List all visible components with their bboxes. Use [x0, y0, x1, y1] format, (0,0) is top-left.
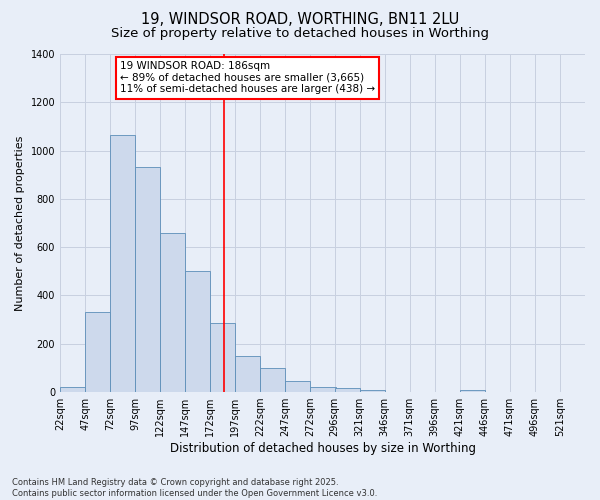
Bar: [185, 272, 211, 392]
Bar: [110, 135, 135, 392]
Bar: [310, 388, 335, 392]
Bar: [135, 168, 160, 392]
Bar: [359, 390, 385, 392]
Bar: [335, 388, 359, 392]
Bar: [85, 312, 110, 392]
Text: 19, WINDSOR ROAD, WORTHING, BN11 2LU: 19, WINDSOR ROAD, WORTHING, BN11 2LU: [141, 12, 459, 28]
Bar: [235, 356, 260, 392]
Text: Size of property relative to detached houses in Worthing: Size of property relative to detached ho…: [111, 28, 489, 40]
Text: 19 WINDSOR ROAD: 186sqm
← 89% of detached houses are smaller (3,665)
11% of semi: 19 WINDSOR ROAD: 186sqm ← 89% of detache…: [120, 61, 375, 94]
Bar: [160, 232, 185, 392]
Bar: [211, 324, 235, 392]
Bar: [460, 390, 485, 392]
Text: Contains HM Land Registry data © Crown copyright and database right 2025.
Contai: Contains HM Land Registry data © Crown c…: [12, 478, 377, 498]
Y-axis label: Number of detached properties: Number of detached properties: [15, 136, 25, 310]
Bar: [60, 388, 85, 392]
Bar: [286, 381, 310, 392]
Bar: [260, 368, 286, 392]
X-axis label: Distribution of detached houses by size in Worthing: Distribution of detached houses by size …: [170, 442, 476, 455]
